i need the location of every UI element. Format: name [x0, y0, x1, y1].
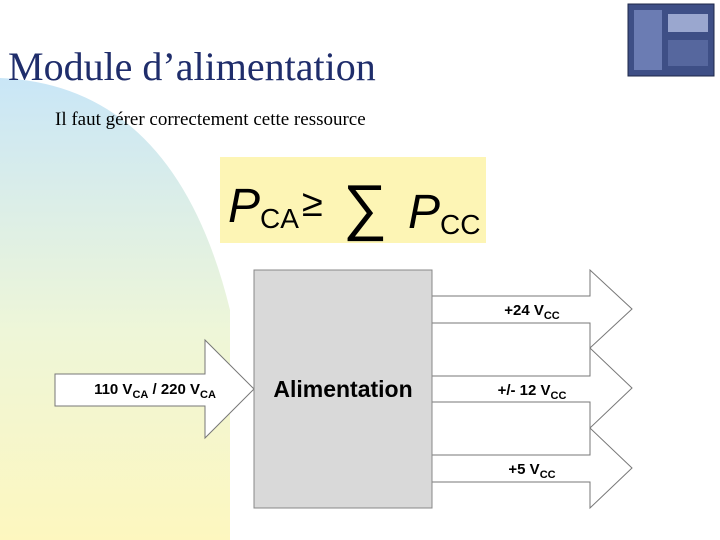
- title: Module d’alimentation: [8, 44, 376, 89]
- subtitle: Il faut gérer correctement cette ressour…: [55, 109, 366, 130]
- input-arrow: [54, 338, 255, 440]
- input-sub: CA: [200, 389, 216, 401]
- output-sub: CC: [540, 469, 556, 481]
- output-sub: CC: [544, 310, 560, 322]
- output-arrow: [431, 268, 633, 350]
- formula-rhs: P: [408, 186, 440, 239]
- output-arrows: [431, 268, 633, 510]
- formula: PCA≥ ∑ PCC: [228, 173, 480, 242]
- formula-operator: ∑: [343, 173, 387, 242]
- formula-rhs-sub: CC: [440, 209, 480, 240]
- output-label: +/- 12 VCC: [498, 382, 567, 402]
- power-block: [253, 269, 433, 509]
- block-label: Alimentation: [273, 376, 412, 402]
- output-label: +24 VCC: [504, 302, 560, 322]
- output-arrow: [431, 426, 633, 510]
- input-sub: CA: [132, 389, 148, 401]
- output-label: +5 VCC: [508, 461, 555, 481]
- output-text: +5 V: [508, 461, 539, 478]
- plc-image: [627, 3, 715, 77]
- formula-box: [220, 157, 486, 243]
- output-text: +24 V: [504, 302, 544, 319]
- input-part: 110 V: [94, 381, 132, 398]
- input-label: 110 VCA / 220 VCA: [94, 381, 216, 401]
- output-text: +/- 12 V: [498, 382, 551, 399]
- background-shape: [0, 78, 230, 540]
- formula-relation: ≥: [302, 183, 323, 225]
- formula-lhs: P: [228, 180, 260, 233]
- output-arrow: [431, 346, 633, 430]
- output-sub: CC: [551, 390, 567, 402]
- input-part: / 220 V: [148, 381, 200, 398]
- formula-lhs-sub: CA: [260, 203, 299, 234]
